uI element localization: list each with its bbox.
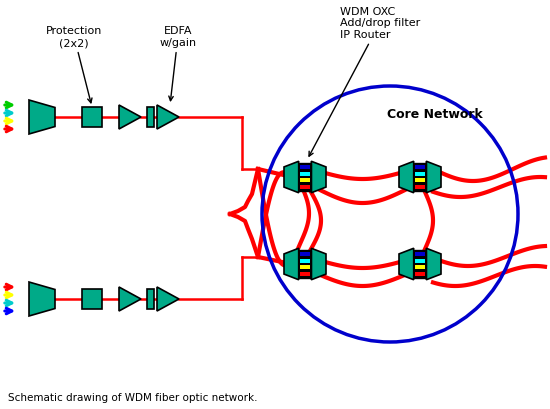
- Bar: [146, 108, 153, 128]
- Bar: [415, 252, 425, 257]
- Bar: [415, 265, 425, 270]
- Polygon shape: [399, 249, 414, 280]
- Bar: [415, 166, 425, 170]
- Polygon shape: [284, 249, 299, 280]
- Polygon shape: [119, 106, 141, 130]
- Bar: [415, 179, 425, 183]
- Polygon shape: [426, 249, 441, 280]
- Bar: [414, 164, 426, 191]
- Text: Protection
(2x2): Protection (2x2): [46, 26, 102, 103]
- Polygon shape: [157, 106, 179, 130]
- Polygon shape: [311, 249, 326, 280]
- Polygon shape: [311, 162, 326, 193]
- Bar: [415, 259, 425, 263]
- Polygon shape: [284, 162, 299, 193]
- Bar: [300, 179, 310, 183]
- Polygon shape: [157, 287, 179, 311]
- Bar: [415, 172, 425, 176]
- Bar: [299, 251, 311, 278]
- Text: Schematic drawing of WDM fiber optic network.: Schematic drawing of WDM fiber optic net…: [8, 392, 257, 402]
- Polygon shape: [29, 282, 55, 316]
- Polygon shape: [399, 162, 414, 193]
- Bar: [82, 108, 102, 128]
- Bar: [300, 166, 310, 170]
- Bar: [146, 289, 153, 309]
- Bar: [414, 251, 426, 278]
- Bar: [415, 185, 425, 189]
- Polygon shape: [29, 101, 55, 135]
- Bar: [300, 185, 310, 189]
- Bar: [300, 259, 310, 263]
- Bar: [299, 164, 311, 191]
- Text: EDFA
w/gain: EDFA w/gain: [160, 26, 196, 101]
- Bar: [82, 289, 102, 309]
- Bar: [300, 252, 310, 257]
- Bar: [415, 272, 425, 276]
- Bar: [300, 265, 310, 270]
- Bar: [300, 272, 310, 276]
- Text: Core Network: Core Network: [387, 108, 483, 121]
- Polygon shape: [119, 287, 141, 311]
- Polygon shape: [426, 162, 441, 193]
- Bar: [300, 172, 310, 176]
- Text: WDM OXC
Add/drop filter
IP Router: WDM OXC Add/drop filter IP Router: [309, 7, 420, 157]
